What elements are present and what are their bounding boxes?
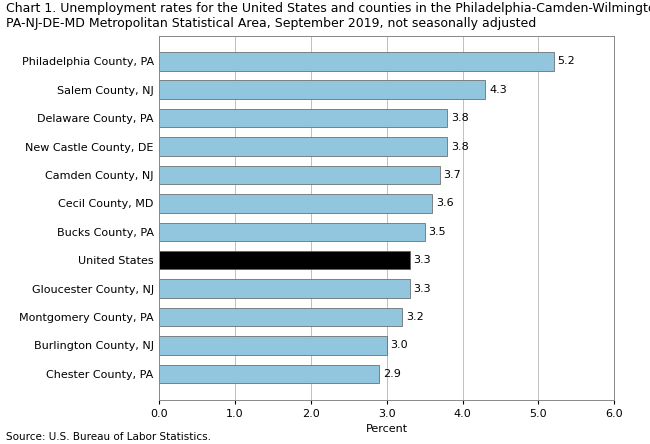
Bar: [159, 279, 410, 298]
Text: 3.3: 3.3: [413, 284, 431, 293]
Text: 3.0: 3.0: [391, 341, 408, 350]
Bar: [159, 222, 424, 241]
Bar: [159, 336, 387, 355]
Bar: [159, 251, 410, 270]
Bar: [159, 109, 447, 127]
Bar: [159, 365, 379, 383]
Bar: [159, 308, 402, 326]
Text: 3.7: 3.7: [443, 170, 461, 180]
Text: Source: U.S. Bureau of Labor Statistics.: Source: U.S. Bureau of Labor Statistics.: [6, 432, 211, 442]
Text: 3.3: 3.3: [413, 255, 431, 265]
Text: 2.9: 2.9: [383, 369, 401, 379]
Bar: [159, 194, 432, 213]
Text: 3.6: 3.6: [436, 198, 454, 208]
Text: 4.3: 4.3: [489, 85, 507, 95]
Text: Chart 1. Unemployment rates for the United States and counties in the Philadelph: Chart 1. Unemployment rates for the Unit…: [6, 2, 650, 30]
Text: 3.5: 3.5: [428, 227, 446, 237]
Bar: [159, 52, 554, 71]
Text: 3.8: 3.8: [451, 113, 469, 123]
X-axis label: Percent: Percent: [366, 424, 408, 434]
Bar: [159, 137, 447, 156]
Bar: [159, 166, 440, 184]
Bar: [159, 80, 486, 99]
Text: 3.8: 3.8: [451, 142, 469, 151]
Text: 5.2: 5.2: [558, 56, 575, 66]
Text: 3.2: 3.2: [406, 312, 423, 322]
